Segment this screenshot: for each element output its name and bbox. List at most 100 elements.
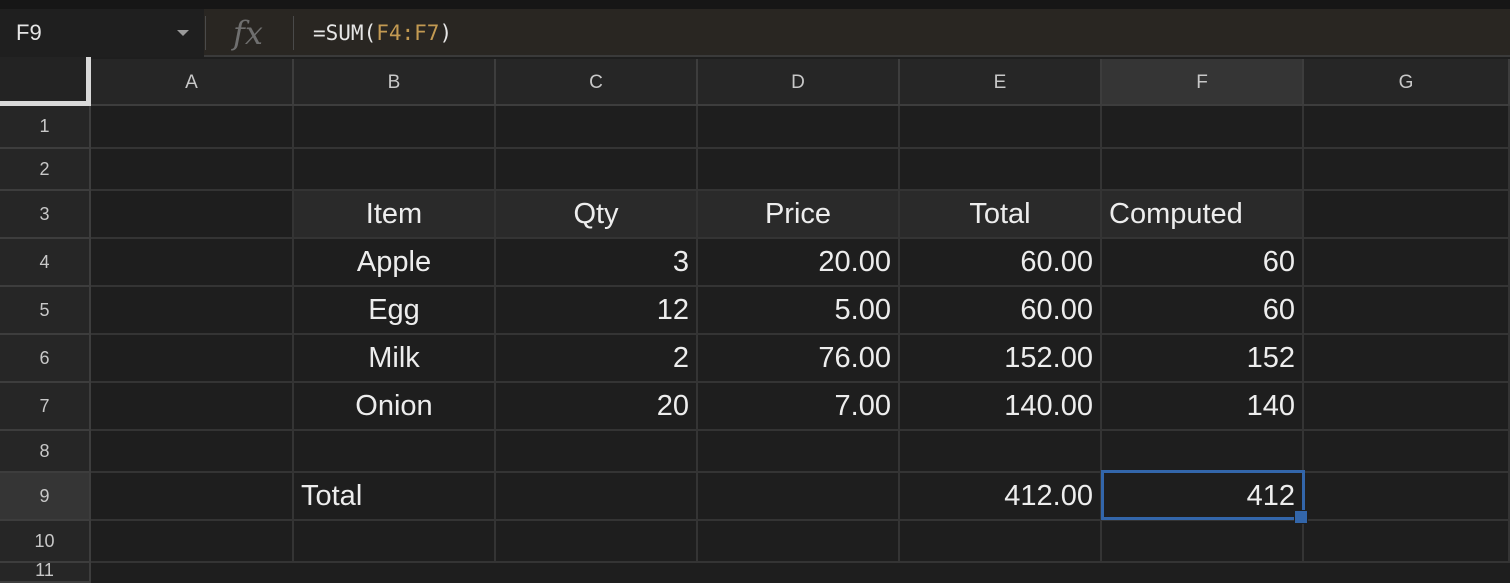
cell[interactable] <box>91 431 294 473</box>
row-header-1[interactable]: 1 <box>0 106 91 149</box>
computed-sum-cell[interactable]: 412 <box>1102 473 1304 521</box>
cell[interactable] <box>496 149 698 191</box>
row-header-7[interactable]: 7 <box>0 383 91 431</box>
row-header-6[interactable]: 6 <box>0 335 91 383</box>
cell[interactable] <box>91 106 294 149</box>
function-icon: fx <box>233 14 263 52</box>
cell[interactable] <box>698 473 900 521</box>
cell[interactable] <box>1304 106 1510 149</box>
cell[interactable] <box>1102 149 1304 191</box>
row-header-10[interactable]: 10 <box>0 521 91 563</box>
qty-cell[interactable]: 12 <box>496 287 698 335</box>
name-box[interactable]: F9 <box>0 9 204 57</box>
cell[interactable] <box>294 106 496 149</box>
cell[interactable] <box>1304 473 1510 521</box>
cell[interactable] <box>900 521 1102 563</box>
cell[interactable] <box>496 521 698 563</box>
cell[interactable] <box>294 431 496 473</box>
price-cell[interactable]: 76.00 <box>698 335 900 383</box>
header-cell-computed[interactable]: Computed <box>1102 191 1304 239</box>
header-cell-total[interactable]: Total <box>900 191 1102 239</box>
header-cell-item[interactable]: Item <box>294 191 496 239</box>
cell[interactable] <box>1304 239 1510 287</box>
cell[interactable] <box>1304 383 1510 431</box>
total-cell[interactable]: 60.00 <box>900 239 1102 287</box>
divider <box>293 16 294 50</box>
row-header-2[interactable]: 2 <box>0 149 91 191</box>
item-cell[interactable]: Onion <box>294 383 496 431</box>
total-cell[interactable]: 152.00 <box>900 335 1102 383</box>
chevron-down-icon[interactable] <box>177 30 189 36</box>
cell[interactable] <box>496 473 698 521</box>
cell[interactable] <box>294 521 496 563</box>
column-header-f[interactable]: F <box>1102 59 1304 106</box>
price-cell[interactable]: 7.00 <box>698 383 900 431</box>
cell[interactable] <box>91 521 294 563</box>
cell[interactable] <box>91 335 294 383</box>
total-cell[interactable]: 60.00 <box>900 287 1102 335</box>
qty-cell[interactable]: 3 <box>496 239 698 287</box>
fill-handle[interactable] <box>1294 510 1308 524</box>
price-cell[interactable]: 5.00 <box>698 287 900 335</box>
computed-cell[interactable]: 140 <box>1102 383 1304 431</box>
cell[interactable] <box>1304 287 1510 335</box>
cell-reference: F9 <box>16 20 42 45</box>
cell[interactable] <box>698 521 900 563</box>
qty-cell[interactable]: 20 <box>496 383 698 431</box>
cell[interactable] <box>1102 106 1304 149</box>
computed-cell[interactable]: 60 <box>1102 239 1304 287</box>
column-header-b[interactable]: B <box>294 59 496 106</box>
cell[interactable] <box>496 431 698 473</box>
column-header-d[interactable]: D <box>698 59 900 106</box>
cell[interactable] <box>698 149 900 191</box>
cell[interactable] <box>1304 191 1510 239</box>
cell[interactable] <box>698 106 900 149</box>
formula-prefix: =SUM( <box>313 21 377 45</box>
header-cell-qty[interactable]: Qty <box>496 191 698 239</box>
item-cell[interactable]: Egg <box>294 287 496 335</box>
column-header-c[interactable]: C <box>496 59 698 106</box>
cell[interactable] <box>91 191 294 239</box>
column-header-g[interactable]: G <box>1304 59 1510 106</box>
computed-cell[interactable]: 60 <box>1102 287 1304 335</box>
cell[interactable] <box>91 473 294 521</box>
row-header-11[interactable]: 11 <box>0 563 91 583</box>
column-header-a[interactable]: A <box>91 59 294 106</box>
cell[interactable] <box>91 149 294 191</box>
cell[interactable] <box>900 431 1102 473</box>
computed-cell[interactable]: 152 <box>1102 335 1304 383</box>
cell[interactable] <box>294 149 496 191</box>
cell[interactable] <box>1102 521 1304 563</box>
row-header-4[interactable]: 4 <box>0 239 91 287</box>
row-header-3[interactable]: 3 <box>0 191 91 239</box>
cell[interactable] <box>1102 431 1304 473</box>
select-all-corner[interactable] <box>0 57 91 106</box>
item-cell[interactable]: Apple <box>294 239 496 287</box>
row-header-9[interactable]: 9 <box>0 473 91 521</box>
cell[interactable] <box>1304 431 1510 473</box>
total-cell[interactable]: 140.00 <box>900 383 1102 431</box>
cell[interactable] <box>900 106 1102 149</box>
cell[interactable] <box>900 149 1102 191</box>
cell[interactable] <box>698 431 900 473</box>
formula-range: F4:F7 <box>376 21 440 45</box>
formula-input[interactable]: =SUM(F4:F7) <box>313 9 452 57</box>
item-cell[interactable]: Milk <box>294 335 496 383</box>
cell[interactable] <box>91 287 294 335</box>
row-header-5[interactable]: 5 <box>0 287 91 335</box>
cell[interactable] <box>91 239 294 287</box>
grand-total-cell[interactable]: 412.00 <box>900 473 1102 521</box>
qty-cell[interactable]: 2 <box>496 335 698 383</box>
row-header-8[interactable]: 8 <box>0 431 91 473</box>
header-cell-price[interactable]: Price <box>698 191 900 239</box>
cell[interactable] <box>91 383 294 431</box>
column-header-e[interactable]: E <box>900 59 1102 106</box>
price-cell[interactable]: 20.00 <box>698 239 900 287</box>
total-label-cell[interactable]: Total <box>294 473 496 521</box>
cell[interactable] <box>1304 149 1510 191</box>
formula-bar: F9 fx =SUM(F4:F7) <box>0 0 1510 57</box>
formula-suffix: ) <box>439 21 453 45</box>
cell[interactable] <box>1304 335 1510 383</box>
cell[interactable] <box>1304 521 1510 563</box>
cell[interactable] <box>496 106 698 149</box>
